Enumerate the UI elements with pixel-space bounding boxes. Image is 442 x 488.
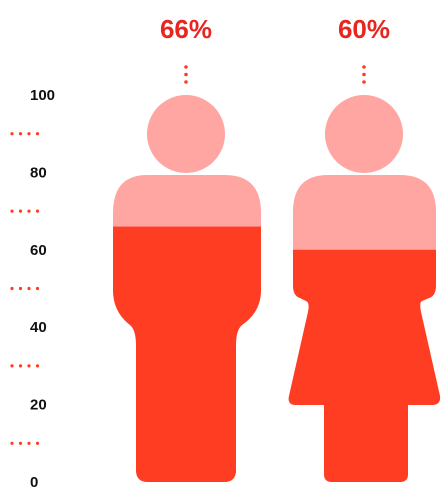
minor-dot bbox=[35, 132, 40, 136]
minor-dot bbox=[18, 132, 23, 136]
female-figure-icon bbox=[288, 95, 441, 482]
minor-dot bbox=[27, 441, 31, 445]
y-minor-dots bbox=[10, 209, 40, 213]
y-tick-label: 0 bbox=[30, 474, 38, 488]
figures: 66% 60% bbox=[113, 14, 441, 482]
minor-dot bbox=[10, 286, 14, 291]
minor-dot bbox=[35, 286, 40, 291]
y-minor-dots bbox=[10, 286, 40, 291]
minor-dot bbox=[18, 441, 23, 445]
minor-dot bbox=[35, 209, 40, 213]
data-label-male: 66% bbox=[160, 14, 212, 44]
y-tick-label: 60 bbox=[30, 242, 47, 259]
minor-dot bbox=[18, 286, 23, 291]
filled-bar-male bbox=[113, 226, 261, 482]
male-figure-icon bbox=[113, 95, 261, 482]
minor-dot bbox=[10, 132, 14, 136]
data-label-female: 60% bbox=[338, 14, 390, 44]
connector-dot bbox=[362, 72, 366, 77]
minor-dot bbox=[10, 209, 14, 213]
y-tick-label: 20 bbox=[30, 397, 47, 414]
y-tick-label: 40 bbox=[30, 319, 47, 336]
minor-dot bbox=[18, 364, 23, 368]
connector-dot bbox=[184, 72, 188, 77]
y-tick-label: 100 bbox=[30, 87, 55, 104]
connector-dot bbox=[184, 65, 188, 69]
minor-dot bbox=[27, 286, 31, 291]
minor-dot bbox=[27, 209, 31, 213]
y-tick-label: 80 bbox=[30, 164, 47, 181]
connector-dot bbox=[362, 65, 366, 69]
minor-dot bbox=[35, 441, 40, 445]
filled-bar-female bbox=[288, 249, 441, 482]
minor-dot bbox=[10, 364, 14, 368]
y-minor-dots bbox=[10, 364, 40, 368]
connector-dot bbox=[184, 80, 188, 84]
connector-dot bbox=[362, 80, 366, 84]
y-minor-dots bbox=[10, 132, 40, 136]
y-minor-dots bbox=[10, 441, 40, 445]
minor-dot bbox=[27, 364, 31, 368]
minor-dot bbox=[18, 209, 23, 213]
minor-dot bbox=[10, 441, 14, 445]
y-axis: 0 20 40 60 80 100 bbox=[10, 87, 55, 488]
minor-dot bbox=[35, 364, 40, 368]
minor-dot bbox=[27, 132, 31, 136]
